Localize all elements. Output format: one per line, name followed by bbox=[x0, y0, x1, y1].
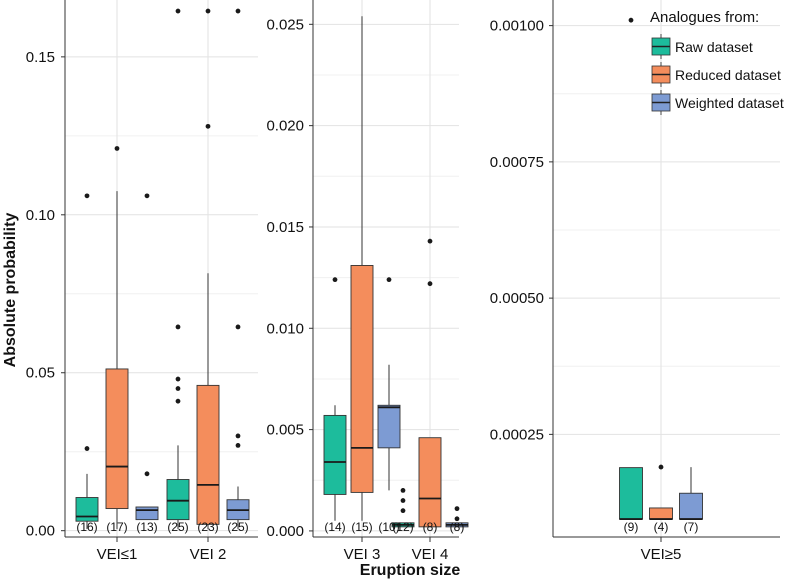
category-label: VEI≥5 bbox=[641, 546, 682, 563]
box-reduced-dataset bbox=[418, 437, 442, 528]
y-tick-label: 0.005 bbox=[266, 422, 304, 439]
outlier-point bbox=[175, 398, 181, 404]
outlier-point bbox=[427, 238, 433, 244]
outlier-point bbox=[400, 498, 406, 503]
outlier-point bbox=[144, 471, 150, 477]
sample-count-label: (14) bbox=[324, 520, 345, 534]
outlier-point bbox=[205, 123, 211, 129]
category-label: VEI 2 bbox=[190, 546, 227, 563]
legend-title: Analogues from: bbox=[650, 9, 759, 26]
outlier-point bbox=[427, 281, 433, 287]
outlier-point bbox=[175, 8, 181, 14]
box-layer bbox=[75, 8, 703, 530]
box-raw-dataset bbox=[323, 414, 347, 495]
outlier-point bbox=[235, 442, 241, 448]
sample-count-label: (12) bbox=[392, 520, 413, 534]
sample-count-label: (25) bbox=[227, 520, 248, 534]
outlier-point bbox=[332, 277, 338, 283]
outlier-point bbox=[144, 193, 150, 199]
box-weighted-dataset bbox=[135, 506, 159, 521]
sample-count-label: (8) bbox=[450, 520, 465, 534]
outlier-point bbox=[84, 193, 90, 199]
sample-count-label: (17) bbox=[106, 520, 127, 534]
category-label: VEI 3 bbox=[344, 546, 381, 563]
outlier-point bbox=[84, 446, 90, 451]
legend-label-reduced: Reduced dataset bbox=[675, 67, 781, 83]
outlier-point bbox=[114, 146, 120, 151]
box-reduced-dataset bbox=[196, 384, 220, 525]
box-reduced-dataset bbox=[649, 507, 673, 520]
sample-count-label: (13) bbox=[136, 520, 157, 534]
legend-entry-weighted: Weighted dataset bbox=[651, 90, 784, 115]
outlier-point bbox=[454, 516, 460, 522]
y-tick-label: 0.010 bbox=[266, 320, 304, 337]
box-weighted-dataset bbox=[679, 492, 703, 520]
sample-count-label: (10) bbox=[378, 520, 399, 534]
y-tick-label: 0.00025 bbox=[490, 426, 544, 443]
outlier-point bbox=[658, 464, 664, 470]
sample-count-label: (9) bbox=[624, 520, 639, 534]
y-tick-label: 0.05 bbox=[26, 365, 55, 382]
outlier-point bbox=[235, 324, 241, 330]
sample-count-label: (7) bbox=[684, 520, 699, 534]
legend-label-raw: Raw dataset bbox=[675, 39, 753, 55]
legend-entry-reduced: Reduced dataset bbox=[651, 62, 781, 87]
box-weighted-dataset bbox=[377, 404, 401, 449]
outlier-point bbox=[235, 8, 241, 14]
y-tick-label: 0.10 bbox=[26, 207, 55, 224]
sample-count-label: (16) bbox=[76, 520, 97, 534]
box-reduced-dataset bbox=[105, 368, 129, 510]
box-raw-dataset bbox=[619, 467, 643, 520]
outlier-point bbox=[205, 8, 211, 14]
outlier-point bbox=[235, 433, 241, 439]
y-tick-label: 0.00075 bbox=[490, 154, 544, 171]
y-tick-label: 0.15 bbox=[26, 49, 55, 66]
outlier-point bbox=[400, 508, 406, 514]
category-label: VEI≤1 bbox=[97, 546, 138, 563]
sample-count-label: (23) bbox=[197, 520, 218, 534]
box-reduced-dataset bbox=[350, 265, 374, 493]
axis-layer bbox=[61, 0, 780, 542]
outlier-point bbox=[400, 487, 406, 493]
sample-count-label: (4) bbox=[654, 520, 669, 534]
sample-count-label: (15) bbox=[351, 520, 372, 534]
box-raw-dataset bbox=[75, 497, 99, 522]
outlier-point bbox=[175, 376, 181, 382]
legend-label-weighted: Weighted dataset bbox=[675, 95, 784, 111]
y-tick-label: 0.025 bbox=[266, 16, 304, 33]
outlier-point bbox=[454, 506, 460, 512]
y-tick-label: 0.00100 bbox=[490, 18, 544, 35]
x-axis-title: Eruption size bbox=[360, 562, 461, 579]
outlier-point bbox=[175, 386, 181, 391]
y-axis-title: Absolute probability bbox=[2, 213, 19, 368]
y-tick-label: 0.00050 bbox=[490, 290, 544, 307]
y-tick-label: 0.00 bbox=[26, 523, 55, 540]
sample-count-label: (8) bbox=[423, 520, 438, 534]
legend: Analogues from: Raw dataset Reduced data… bbox=[650, 9, 784, 115]
outlier-point bbox=[628, 17, 634, 23]
outlier-point bbox=[386, 277, 392, 283]
box-raw-dataset bbox=[166, 479, 190, 521]
legend-entry-raw: Raw dataset bbox=[651, 34, 753, 59]
outlier-point bbox=[175, 324, 181, 330]
y-tick-label: 0.015 bbox=[266, 219, 304, 236]
category-label: VEI 4 bbox=[412, 546, 449, 563]
y-tick-label: 0.000 bbox=[266, 523, 304, 540]
sample-count-label: (25) bbox=[167, 520, 188, 534]
y-tick-label: 0.020 bbox=[266, 118, 304, 135]
